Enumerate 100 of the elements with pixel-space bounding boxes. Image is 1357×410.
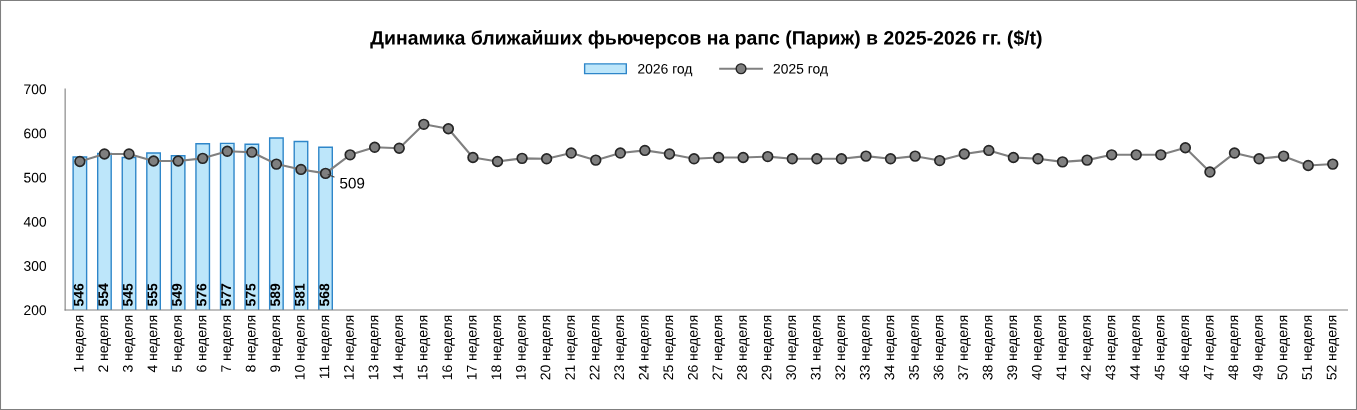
x-tick-label: 48 неделя: [1228, 315, 1241, 380]
x-tick-label: 9 неделя: [270, 315, 283, 372]
point: [516, 152, 528, 165]
y-tick-label: 500: [24, 172, 47, 183]
point: [811, 153, 823, 165]
point: [712, 151, 725, 164]
point: [98, 148, 111, 160]
x-tick-label: 50 неделя: [1277, 315, 1290, 380]
point: [1204, 166, 1216, 178]
data-label: 554: [98, 283, 109, 306]
x-tick-label: 36 неделя: [933, 315, 947, 380]
x-tick-label: 40 неделя: [1031, 315, 1045, 380]
x-tick-label: 22 неделя: [589, 315, 603, 380]
x-tick-label: 21 неделя: [565, 315, 578, 380]
point: [393, 142, 405, 154]
point: [1228, 147, 1241, 159]
point: [197, 152, 209, 165]
point: [418, 118, 430, 131]
x-tick-label: 46 неделя: [1179, 315, 1192, 380]
point: [934, 154, 946, 167]
point: [1056, 156, 1069, 168]
point: [319, 167, 332, 180]
y-tick-label: 400: [23, 216, 47, 227]
point: [762, 150, 774, 163]
point: [983, 144, 995, 157]
x-tick-label: 4 неделя: [147, 315, 160, 373]
x-tick-label: 30 неделя: [786, 315, 799, 380]
point: [1179, 142, 1192, 154]
y-tick-label: 700: [24, 84, 47, 95]
x-tick-label: 2 неделя: [98, 315, 111, 372]
point: [172, 155, 184, 167]
x-tick-label: 45 неделя: [1154, 315, 1168, 380]
x-tick-label: 52 неделя: [1326, 315, 1340, 380]
x-tick-label: 39 неделя: [1007, 315, 1020, 380]
point: [1327, 158, 1339, 170]
x-tick-label: 26 неделя: [687, 315, 701, 380]
x-tick-label: 31 неделя: [810, 315, 824, 380]
x-tick-label: 20 неделя: [540, 315, 553, 380]
x-tick-label: 16 неделя: [442, 315, 455, 380]
x-tick-label: 32 неделя: [835, 315, 848, 380]
x-tick-label: 33 неделя: [859, 315, 873, 380]
point: [147, 155, 160, 167]
point: [74, 155, 86, 168]
point: [884, 153, 897, 165]
x-tick-label: 7 неделя: [221, 315, 234, 372]
point: [737, 151, 749, 164]
point: [1277, 150, 1290, 162]
point: [663, 148, 676, 160]
data-label: 549: [172, 283, 182, 306]
x-tick-label: 24 неделя: [638, 315, 652, 380]
x-tick-label: 47 неделя: [1203, 315, 1217, 380]
x-tick-label: 37 неделя: [958, 315, 971, 380]
x-tick-label: 5 неделя: [172, 315, 185, 372]
point: [123, 148, 135, 160]
x-tick-label: 1 неделя: [73, 315, 87, 372]
x-tick-label: 3 неделя: [122, 315, 136, 372]
point: [786, 153, 798, 165]
x-tick-label: 44 неделя: [1130, 315, 1143, 380]
x-tick-label: 35 неделя: [909, 315, 922, 380]
point: [1155, 149, 1167, 161]
x-tick-label: 38 неделя: [982, 315, 996, 380]
x-tick-label: 28 неделя: [737, 315, 750, 380]
point: [491, 155, 504, 168]
x-tick-label: 43 неделя: [1105, 315, 1119, 380]
point: [344, 149, 356, 161]
x-tick-label: 27 неделя: [712, 315, 725, 380]
legend-label: 2025 год: [773, 63, 828, 77]
x-tick-label: 12 неделя: [344, 315, 357, 380]
point: [1302, 159, 1314, 172]
y-tick-label: 600: [24, 128, 47, 139]
x-tick-label: 51 неделя: [1302, 315, 1315, 380]
point: [221, 145, 233, 157]
data-label: 509: [340, 177, 365, 189]
point: [1081, 154, 1093, 166]
data-label: 546: [73, 283, 84, 306]
x-tick-label: 6 неделя: [196, 315, 210, 372]
point: [958, 148, 970, 160]
point: [467, 151, 479, 164]
x-tick-label: 42 неделя: [1080, 315, 1094, 380]
x-tick-label: 13 неделя: [368, 315, 382, 380]
point: [1032, 153, 1044, 165]
y-tick-label: 200: [24, 305, 47, 316]
point: [1130, 149, 1142, 161]
x-tick-label: 41 неделя: [1056, 315, 1069, 380]
point: [1253, 153, 1265, 165]
x-tick-label: 15 неделя: [417, 315, 431, 380]
legend-label: 2026 год: [638, 63, 693, 77]
y-tick-label: 300: [24, 261, 47, 271]
x-tick-label: 14 неделя: [393, 315, 406, 380]
point: [688, 153, 700, 165]
point: [860, 150, 872, 162]
x-tick-label: 8 неделя: [245, 315, 259, 372]
point: [442, 123, 455, 135]
point: [614, 147, 627, 159]
point: [565, 147, 577, 159]
point: [590, 154, 602, 166]
point: [909, 150, 921, 162]
point: [1105, 149, 1118, 161]
data-label: 581: [294, 283, 305, 306]
x-tick-label: 18 неделя: [491, 315, 504, 380]
